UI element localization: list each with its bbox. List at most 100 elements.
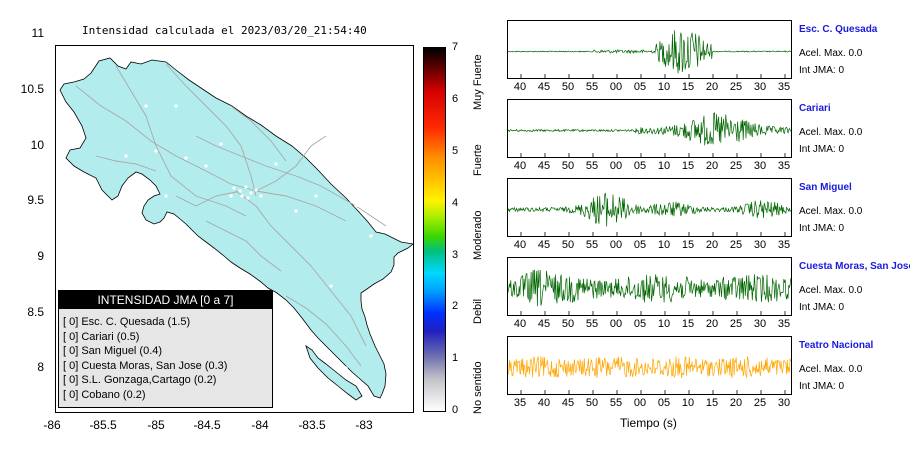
waveform-tick-label: 15: [681, 239, 695, 251]
legend-row: [ 0] San Miguel (0.4): [63, 345, 163, 357]
waveform-tick-label: 30: [753, 81, 767, 93]
waveform-tick-label: 45: [537, 318, 551, 330]
colorbar-tick: 0: [452, 404, 459, 416]
waveform-tick-label: 05: [633, 160, 647, 172]
map-road: [115, 65, 247, 217]
waveform-tick-label: 35: [777, 160, 791, 172]
waveform-panel: [507, 20, 792, 79]
waveform-line: [508, 356, 791, 379]
station-intensity: Int JMA: 0: [799, 223, 845, 234]
map-city-dot: [344, 366, 348, 370]
station-intensity: Int JMA: 0: [799, 381, 845, 392]
map-city-dot: [274, 162, 278, 166]
legend-row: [ 0] S.L. Gonzaga,Cartago (0.2): [63, 374, 217, 386]
waveform-tick-label: 50: [585, 397, 599, 409]
map-y-tick: 10.5: [20, 82, 44, 96]
legend-row: [ 0] Cobano (0.2): [63, 388, 146, 401]
map-city-dot: [238, 189, 242, 193]
map-city-dot: [249, 191, 253, 195]
map-road: [175, 190, 242, 207]
waveform-tick-label: 10: [657, 318, 671, 330]
map-city-dot: [309, 344, 313, 348]
map-road: [195, 135, 387, 227]
waveform-tick-label: 40: [513, 81, 527, 93]
waveform-tick-label: 35: [513, 397, 527, 409]
waveform-tick-label: 30: [753, 239, 767, 251]
waveform-tick-label: 15: [681, 160, 695, 172]
waveform-tick-label: 40: [513, 318, 527, 330]
station-accel: Acel. Max. 0.0: [799, 48, 863, 59]
map-city-dot: [174, 104, 178, 108]
map-title: Intensidad calculada el 2023/03/20_21:54…: [82, 24, 367, 37]
map-x-tick: -85: [147, 418, 165, 432]
waveform-tick-label: 45: [537, 81, 551, 93]
waveform-tick-label: 30: [753, 160, 767, 172]
waveform-tick-label: 00: [633, 397, 647, 409]
map-y-tick: 8: [37, 360, 44, 374]
waveform-line: [508, 192, 791, 227]
colorbar-tick: 4: [452, 197, 459, 209]
costa-rica-map: [59, 57, 413, 401]
intensity-legend: INTENSIDAD JMA [0 a 7] [ 0] Esc. C. Ques…: [58, 290, 273, 408]
waveform-trace: [508, 192, 791, 236]
legend-rows: [ 0] Esc. C. Quesada (1.5) [ 0] Cariari …: [59, 315, 272, 402]
map-city-dot: [244, 185, 248, 189]
waveform-tick-label: 30: [753, 318, 767, 330]
waveform-tick-label: 00: [609, 160, 623, 172]
station-accel: Acel. Max. 0.0: [799, 285, 863, 296]
map-city-dot: [164, 194, 168, 198]
waveform-tick-label: 50: [561, 160, 575, 172]
map-x-tick: -85.5: [89, 418, 117, 432]
map-x-tick: -83.5: [298, 418, 326, 432]
colorbar-tick: 5: [452, 145, 459, 157]
waveform-tick-label: 20: [705, 81, 719, 93]
map-y-tick: 10: [30, 138, 44, 152]
colorbar-tick: 6: [452, 93, 459, 105]
waveform-tick-label: 15: [681, 81, 695, 93]
map-road: [255, 135, 327, 192]
waveform-tick-label: 45: [561, 397, 575, 409]
waveform-trace: [508, 269, 791, 315]
map-city-dot: [219, 142, 223, 146]
station-accel: Acel. Max. 0.0: [799, 364, 863, 375]
waveform-tick-label: 55: [585, 318, 599, 330]
station-accel: Acel. Max. 0.0: [799, 206, 863, 217]
map-city-dot: [294, 209, 298, 213]
waveform-tick-label: 55: [609, 397, 623, 409]
waveform-tick-label: 25: [729, 239, 743, 251]
waveform-line: [508, 30, 791, 74]
map-city-dot: [369, 234, 373, 238]
waveform-trace: [508, 356, 791, 394]
legend-row: [ 0] Cariari (0.5): [63, 330, 140, 343]
waveform-tick-label: 10: [657, 239, 671, 251]
colorbar-label: Fuerte: [472, 144, 484, 176]
waveform-tick-label: 00: [609, 81, 623, 93]
map-road: [235, 190, 367, 347]
map-x-tick: -83: [355, 418, 373, 432]
station-intensity: Int JMA: 0: [799, 302, 845, 313]
waveform-tick-label: 05: [633, 318, 647, 330]
map-city-dot: [246, 196, 250, 200]
waveform-tick-label: 30: [777, 397, 791, 409]
waveform-tick-label: 50: [561, 318, 575, 330]
colorbar-label: Debil: [472, 298, 484, 324]
map-road: [165, 63, 257, 197]
map-road: [230, 105, 287, 162]
waveform-tick-label: 20: [705, 239, 719, 251]
map-x-tick: -86: [43, 418, 61, 432]
map-city-dot: [184, 156, 188, 160]
waveform-tick-label: 40: [513, 160, 527, 172]
map-city-dot: [232, 186, 236, 190]
station-intensity: Int JMA: 0: [799, 65, 845, 76]
waveform-line: [508, 269, 791, 307]
waveform-tick-label: 55: [585, 81, 599, 93]
map-x-tick: -84.5: [193, 418, 221, 432]
map-y-tick: 9.5: [27, 193, 44, 207]
waveform-tick-label: 50: [561, 239, 575, 251]
waveform-tick-label: 25: [729, 160, 743, 172]
legend-row: [ 0] Esc. C. Quesada (1.5): [63, 316, 191, 328]
waveform-tick-label: 00: [609, 318, 623, 330]
waveform-panel: [507, 336, 792, 395]
waveform-tick-label: 20: [705, 160, 719, 172]
waveform-line: [508, 112, 791, 146]
